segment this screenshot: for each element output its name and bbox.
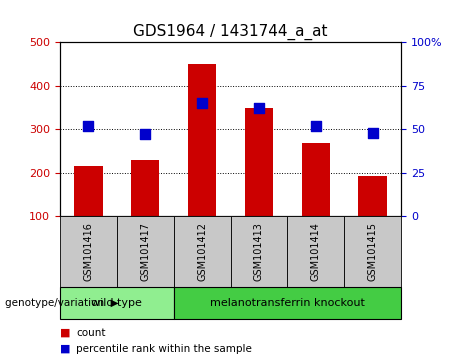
Point bbox=[85, 123, 92, 129]
Text: GSM101416: GSM101416 bbox=[83, 222, 94, 281]
Bar bbox=[74, 166, 102, 216]
Point bbox=[312, 123, 319, 129]
Text: ■: ■ bbox=[60, 328, 71, 338]
Text: GSM101413: GSM101413 bbox=[254, 222, 264, 281]
Text: wild type: wild type bbox=[91, 298, 142, 308]
Text: count: count bbox=[76, 328, 106, 338]
Text: GSM101415: GSM101415 bbox=[367, 222, 378, 281]
Bar bbox=[301, 143, 330, 216]
Title: GDS1964 / 1431744_a_at: GDS1964 / 1431744_a_at bbox=[133, 23, 328, 40]
Point bbox=[142, 132, 149, 137]
Text: ■: ■ bbox=[60, 344, 71, 354]
Point bbox=[198, 101, 206, 106]
Bar bbox=[131, 160, 160, 216]
Text: percentile rank within the sample: percentile rank within the sample bbox=[76, 344, 252, 354]
Text: GSM101412: GSM101412 bbox=[197, 222, 207, 281]
Text: melanotransferrin knockout: melanotransferrin knockout bbox=[210, 298, 365, 308]
Text: GSM101414: GSM101414 bbox=[311, 222, 321, 281]
Text: genotype/variation  ▶: genotype/variation ▶ bbox=[5, 298, 118, 308]
Point bbox=[255, 105, 263, 111]
Point bbox=[369, 130, 376, 136]
Bar bbox=[358, 176, 387, 216]
Bar bbox=[245, 108, 273, 216]
Text: GSM101417: GSM101417 bbox=[140, 222, 150, 281]
Bar bbox=[188, 64, 216, 216]
